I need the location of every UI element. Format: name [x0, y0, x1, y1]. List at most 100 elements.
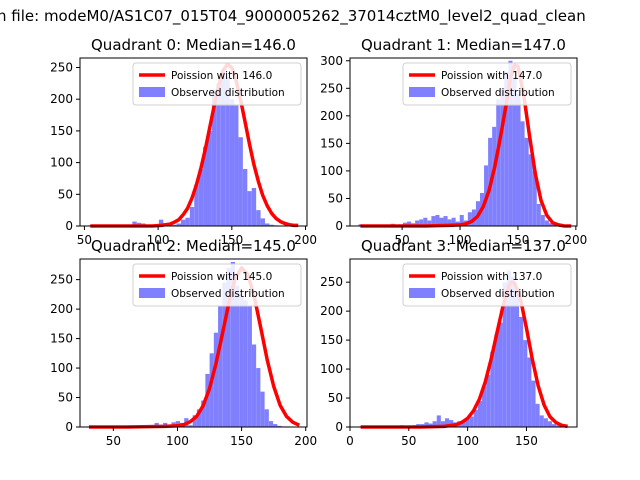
legend-box [402, 263, 572, 307]
histogram-bar [435, 214, 440, 226]
histogram-bar [524, 137, 529, 226]
histogram-bar [556, 425, 561, 427]
y-tick-label: 150 [320, 333, 343, 347]
histogram-bar [264, 409, 269, 427]
histogram-bar [482, 386, 487, 427]
x-tick-label: 200 [294, 434, 317, 448]
histogram-bar [498, 322, 503, 427]
histogram-bar [423, 217, 428, 226]
y-tick-label: 200 [320, 109, 343, 123]
histogram-bar [447, 219, 452, 226]
histogram-bar [552, 424, 557, 427]
histogram-bar [415, 220, 420, 226]
histogram-bar [473, 409, 478, 427]
histogram-bar [548, 223, 553, 226]
y-tick-label: 50 [58, 187, 73, 201]
histogram-bar [277, 425, 282, 427]
histogram-bar [251, 344, 257, 427]
legend-entry-poisson: Poission with 147.0 [441, 70, 542, 82]
legend-box [132, 62, 302, 106]
histogram-bar [203, 146, 208, 226]
histogram-bar [172, 224, 177, 226]
x-tick-label: 100 [456, 434, 479, 448]
histogram-bar [238, 137, 243, 226]
histogram-bar [443, 216, 448, 226]
quadrant-1-poisson-line [360, 63, 572, 228]
histogram-bar [439, 217, 444, 226]
y-tick-label: 0 [65, 420, 73, 434]
histogram-bar [540, 214, 545, 226]
histogram-bar [188, 425, 193, 427]
legend-entry-poisson: Poission with 145.0 [171, 271, 272, 283]
quadrant-0-legend: Poission with 146.0 Observed distribution [132, 62, 302, 106]
quadrant-3-axes-frame [349, 258, 578, 428]
histogram-bar [247, 191, 252, 226]
histogram-bar [419, 219, 424, 226]
y-tick-label: 200 [50, 302, 73, 316]
x-tick-label: 50 [401, 434, 416, 448]
y-tick-label: 0 [335, 420, 343, 434]
legend-entry-observed: Observed distribution [171, 87, 285, 99]
legend-bar-swatch [139, 87, 165, 97]
histogram-bar [269, 224, 274, 226]
x-tick-label: 100 [166, 434, 189, 448]
histogram-bar [407, 221, 412, 226]
histogram-bar [256, 368, 261, 427]
histogram-bar [467, 212, 472, 226]
quadrant-3-panel: Quadrant 3: Median=137.0 0 50 100 150 0 50 100 1… [320, 237, 578, 448]
histogram-bar [539, 415, 544, 427]
quadrant-1-legend: Poission with 147.0 Observed distribution [402, 62, 572, 106]
y-tick-label: 150 [50, 124, 73, 138]
quadrant-1-panel: Quadrant 1: Median=147.0 50 100 150 200 0 50 10… [320, 36, 587, 247]
x-tick-label: 50 [77, 233, 92, 247]
quadrant-0-title: Quadrant 0: Median=146.0 [91, 36, 296, 54]
quadrant-3-title: Quadrant 3: Median=137.0 [361, 237, 566, 255]
histogram-bar [201, 400, 206, 427]
y-tick-label: 50 [328, 191, 343, 205]
histogram-bar [508, 60, 513, 227]
histogram-bar [158, 219, 164, 226]
y-tick-label: 0 [335, 219, 343, 233]
histogram-bar [222, 282, 227, 427]
histogram-bar [465, 418, 470, 427]
histogram-bar [196, 409, 202, 427]
legend-entry-poisson: Poission with 146.0 [171, 70, 272, 82]
histogram-bar [535, 403, 540, 427]
histogram-bar [176, 223, 181, 226]
histogram-bar [532, 170, 537, 226]
histogram-bar [207, 130, 212, 226]
y-tick-label: 250 [320, 81, 343, 95]
histogram-bar [486, 374, 491, 427]
histogram-bar [198, 168, 204, 226]
histogram-bar [185, 217, 190, 226]
y-tick-label: 250 [50, 273, 73, 287]
y-tick-label: 200 [320, 304, 343, 318]
histogram-bar [229, 99, 235, 226]
histogram-bar [444, 418, 450, 427]
histogram-bar [251, 187, 257, 226]
y-tick-label: 0 [65, 219, 73, 233]
histogram-bar [247, 306, 252, 427]
y-tick-label: 50 [58, 391, 73, 405]
y-tick-label: 150 [320, 136, 343, 150]
x-tick-label: 150 [230, 434, 253, 448]
y-tick-label: 100 [50, 361, 73, 375]
histogram-bar [260, 391, 265, 427]
histogram-bar [527, 357, 532, 427]
x-tick-label: 0 [346, 434, 354, 448]
x-tick-label: 150 [506, 233, 529, 247]
histogram-bar [520, 121, 525, 226]
y-tick-label: 100 [50, 156, 73, 170]
histogram-bar [514, 287, 520, 427]
histogram-bar [234, 105, 239, 226]
legend-box [132, 263, 302, 307]
histogram-bar [180, 219, 186, 226]
histogram-bar [528, 154, 533, 226]
histogram-bar [213, 332, 219, 427]
x-tick-label: 50 [394, 233, 409, 247]
histogram-bar [516, 93, 521, 226]
histogram-bar [531, 380, 536, 427]
y-tick-label: 50 [328, 391, 343, 405]
x-tick-label: 150 [515, 434, 538, 448]
